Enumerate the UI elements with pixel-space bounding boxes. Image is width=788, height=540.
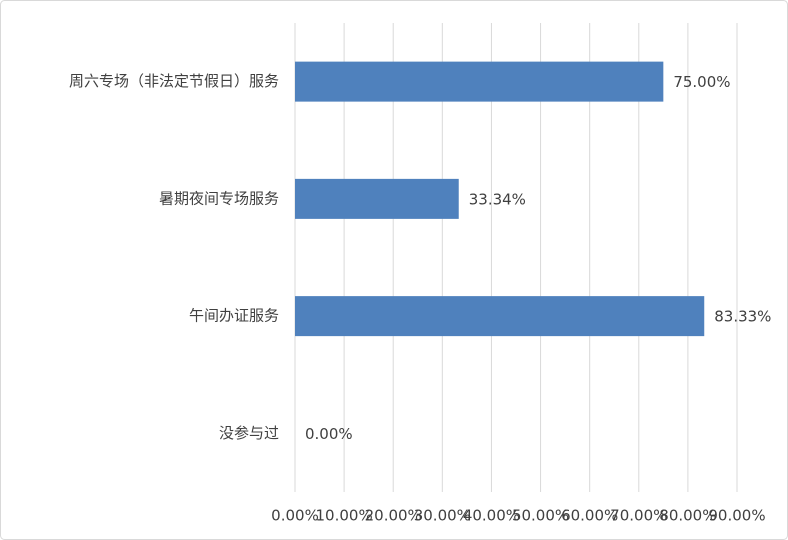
value-label: 83.33% — [714, 308, 771, 326]
x-tick-label: 0.00% — [271, 507, 319, 525]
value-label: 33.34% — [469, 190, 526, 208]
y-tick-label: 没参与过 — [219, 424, 279, 442]
x-tick-label: 20.00% — [365, 507, 422, 525]
y-tick-label: 暑期夜间专场服务 — [159, 189, 279, 207]
x-tick-label: 50.00% — [512, 507, 569, 525]
x-tick-label: 40.00% — [463, 507, 520, 525]
y-tick-label: 周六专场（非法定节假日）服务 — [69, 72, 279, 90]
x-tick-label: 60.00% — [561, 507, 618, 525]
bar — [295, 296, 705, 337]
x-tick-label: 10.00% — [316, 507, 373, 525]
y-tick-label: 午间办证服务 — [189, 307, 279, 325]
x-tick-label: 70.00% — [610, 507, 667, 525]
bar — [295, 61, 664, 102]
value-label: 0.00% — [305, 425, 353, 443]
x-tick-label: 80.00% — [659, 507, 716, 525]
x-tick-label: 30.00% — [414, 507, 471, 525]
value-label: 75.00% — [673, 73, 730, 91]
x-tick-label: 90.00% — [708, 507, 765, 525]
bar — [295, 178, 459, 219]
